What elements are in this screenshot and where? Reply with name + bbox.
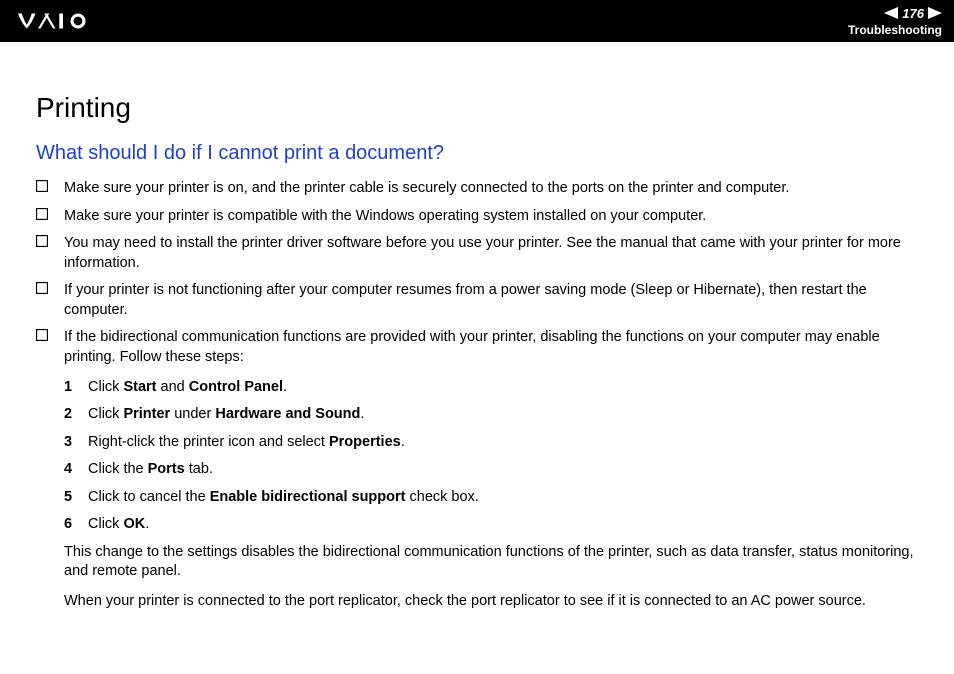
- t: Ports: [148, 461, 185, 477]
- bullet-body: If the bidirectional communication funct…: [64, 328, 918, 621]
- t: Click: [88, 516, 123, 532]
- step-item: 4 Click the Ports tab.: [64, 460, 918, 480]
- t: Hardware and Sound: [215, 406, 360, 422]
- steps-list: 1 Click Start and Control Panel. 2 Click…: [64, 378, 918, 535]
- prev-page-arrow-icon[interactable]: [884, 7, 898, 19]
- step-item: 2 Click Printer under Hardware and Sound…: [64, 405, 918, 425]
- t: .: [145, 516, 149, 532]
- t: Click the: [88, 461, 148, 477]
- step-number: 3: [64, 433, 88, 453]
- list-item: If the bidirectional communication funct…: [36, 328, 918, 621]
- square-bullet-icon: [36, 234, 64, 247]
- t: check box.: [405, 489, 478, 505]
- bullet-text: You may need to install the printer driv…: [64, 234, 918, 273]
- list-item: If your printer is not functioning after…: [36, 281, 918, 320]
- step-item: 5 Click to cancel the Enable bidirection…: [64, 488, 918, 508]
- step-number: 2: [64, 405, 88, 425]
- step-text: Click Start and Control Panel.: [88, 378, 918, 398]
- t: Click: [88, 379, 123, 395]
- bullet-text: Make sure your printer is compatible wit…: [64, 207, 918, 227]
- t: .: [360, 406, 364, 422]
- t: Printer: [123, 406, 170, 422]
- step-item: 6 Click OK.: [64, 515, 918, 535]
- t: tab.: [185, 461, 213, 477]
- step-number: 1: [64, 378, 88, 398]
- t: Start: [123, 379, 156, 395]
- step-text: Click Printer under Hardware and Sound.: [88, 405, 918, 425]
- t: Right-click the printer icon and select: [88, 434, 329, 450]
- step-text: Right-click the printer icon and select …: [88, 433, 918, 453]
- step-number: 6: [64, 515, 88, 535]
- page-subtitle: What should I do if I cannot print a doc…: [36, 142, 918, 165]
- list-item: You may need to install the printer driv…: [36, 234, 918, 273]
- list-item: Make sure your printer is on, and the pr…: [36, 179, 918, 199]
- page-title: Printing: [36, 92, 918, 124]
- bullet-text: If the bidirectional communication funct…: [64, 329, 880, 365]
- t: Click: [88, 406, 123, 422]
- header-right: 176 Troubleshooting: [848, 6, 942, 37]
- header-bar: 176 Troubleshooting: [0, 0, 954, 42]
- page-number: 176: [900, 6, 926, 21]
- bullet-text: Make sure your printer is on, and the pr…: [64, 179, 918, 199]
- t: under: [170, 406, 215, 422]
- step-number: 5: [64, 488, 88, 508]
- step-text: Click OK.: [88, 515, 918, 535]
- square-bullet-icon: [36, 328, 64, 341]
- content-area: Printing What should I do if I cannot pr…: [0, 42, 954, 630]
- step-item: 1 Click Start and Control Panel.: [64, 378, 918, 398]
- section-label: Troubleshooting: [848, 23, 942, 37]
- t: Click to cancel the: [88, 489, 210, 505]
- step-item: 3 Right-click the printer icon and selec…: [64, 433, 918, 453]
- t: and: [157, 379, 189, 395]
- t: OK: [123, 516, 145, 532]
- next-page-arrow-icon[interactable]: [928, 7, 942, 19]
- step-text: Click to cancel the Enable bidirectional…: [88, 488, 918, 508]
- paragraph: This change to the settings disables the…: [64, 543, 918, 582]
- t: Properties: [329, 434, 401, 450]
- bullet-text: If your printer is not functioning after…: [64, 281, 918, 320]
- t: .: [401, 434, 405, 450]
- list-item: Make sure your printer is compatible wit…: [36, 207, 918, 227]
- square-bullet-icon: [36, 207, 64, 220]
- square-bullet-icon: [36, 179, 64, 192]
- bullet-list: Make sure your printer is on, and the pr…: [36, 179, 918, 622]
- square-bullet-icon: [36, 281, 64, 294]
- t: Control Panel: [189, 379, 283, 395]
- t: Enable bidirectional support: [210, 489, 406, 505]
- vaio-logo: [18, 11, 118, 31]
- step-text: Click the Ports tab.: [88, 460, 918, 480]
- page-nav: 176: [884, 6, 942, 21]
- t: .: [283, 379, 287, 395]
- page: 176 Troubleshooting Printing What should…: [0, 0, 954, 674]
- step-number: 4: [64, 460, 88, 480]
- paragraph: When your printer is connected to the po…: [64, 592, 918, 612]
